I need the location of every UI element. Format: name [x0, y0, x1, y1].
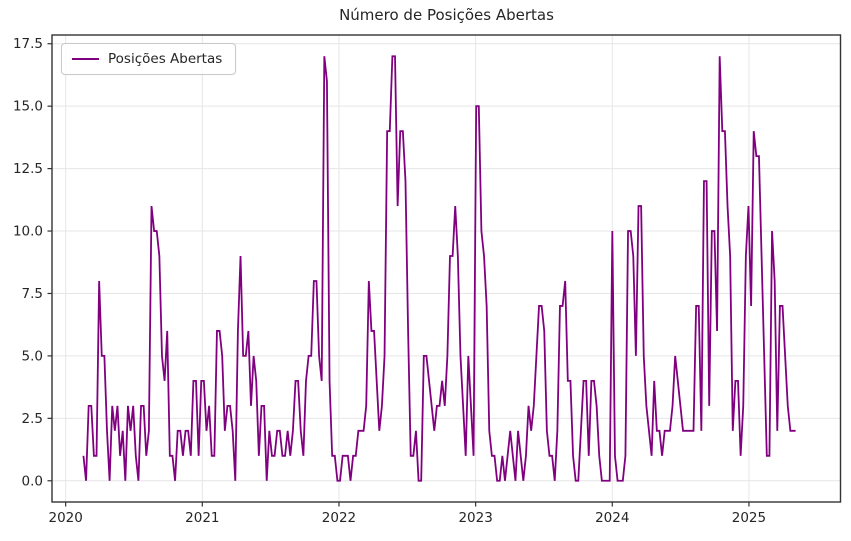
plot-spines — [51, 34, 842, 503]
svg-text:12.5: 12.5 — [13, 161, 43, 177]
svg-text:0.0: 0.0 — [22, 473, 43, 489]
legend-label: Posições Abertas — [108, 51, 223, 67]
svg-text:2022: 2022 — [322, 510, 356, 526]
legend-line-swatch — [72, 58, 99, 60]
svg-text:10.0: 10.0 — [13, 224, 43, 240]
svg-text:2020: 2020 — [48, 510, 82, 526]
svg-text:2021: 2021 — [185, 510, 219, 526]
svg-text:15.0: 15.0 — [13, 99, 43, 115]
svg-text:2.5: 2.5 — [22, 411, 43, 427]
svg-text:2024: 2024 — [595, 510, 629, 526]
x-axis: 2020 2021 2022 2023 2024 2025 — [48, 502, 766, 526]
svg-text:17.5: 17.5 — [13, 36, 43, 52]
legend: Posições Abertas — [61, 43, 237, 75]
chart-title: Número de Posições Abertas — [339, 6, 554, 24]
y-axis: 0.0 2.5 5.0 7.5 10.0 12.5 15.0 17.5 — [13, 36, 52, 489]
series-line — [82, 55, 796, 482]
svg-text:2023: 2023 — [458, 510, 492, 526]
svg-text:2025: 2025 — [732, 510, 766, 526]
svg-text:7.5: 7.5 — [22, 286, 43, 302]
svg-text:5.0: 5.0 — [22, 348, 43, 364]
